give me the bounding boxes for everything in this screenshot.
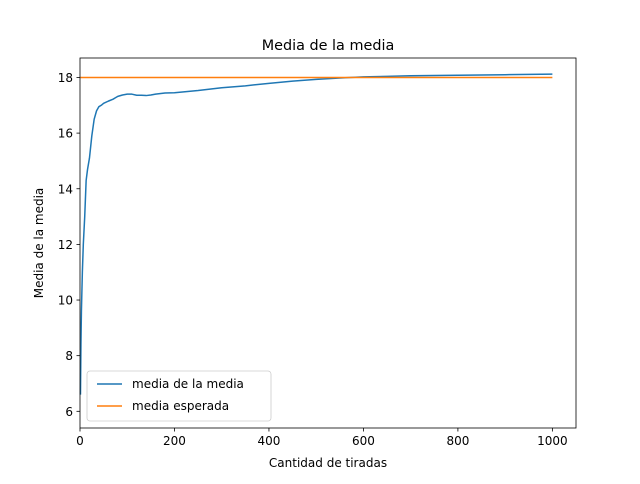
y-tick-label: 16	[58, 127, 73, 141]
x-tick-label: 400	[257, 434, 280, 448]
series-line-media-de-la-media	[79, 73, 553, 395]
x-tick-label: 0	[76, 434, 84, 448]
legend-label-media-de-la-media: media de la media	[132, 377, 244, 391]
y-tick-label: 6	[65, 405, 73, 419]
y-tick-label: 10	[58, 294, 73, 308]
chart-title: Media de la media	[262, 38, 395, 54]
x-tick-label: 800	[446, 434, 469, 448]
axis-ticks: 0 200 400 600 800 1000 6 8 10 12 14 16 18	[58, 71, 568, 448]
legend-label-media-esperada: media esperada	[132, 399, 229, 413]
y-tick-label: 8	[65, 349, 73, 363]
y-tick-label: 12	[58, 238, 73, 252]
y-tick-label: 14	[58, 182, 73, 196]
y-axis-label: Media de la media	[32, 188, 46, 299]
x-tick-label: 600	[352, 434, 375, 448]
plot-area	[79, 73, 553, 395]
axes-frame	[79, 57, 577, 429]
x-tick-label: 200	[163, 434, 186, 448]
legend: media de la media media esperada	[86, 370, 272, 422]
x-tick-label: 1000	[537, 434, 568, 448]
x-axis-label: Cantidad de tiradas	[269, 456, 387, 470]
y-tick-label: 18	[58, 71, 73, 85]
legend-box	[86, 370, 272, 422]
